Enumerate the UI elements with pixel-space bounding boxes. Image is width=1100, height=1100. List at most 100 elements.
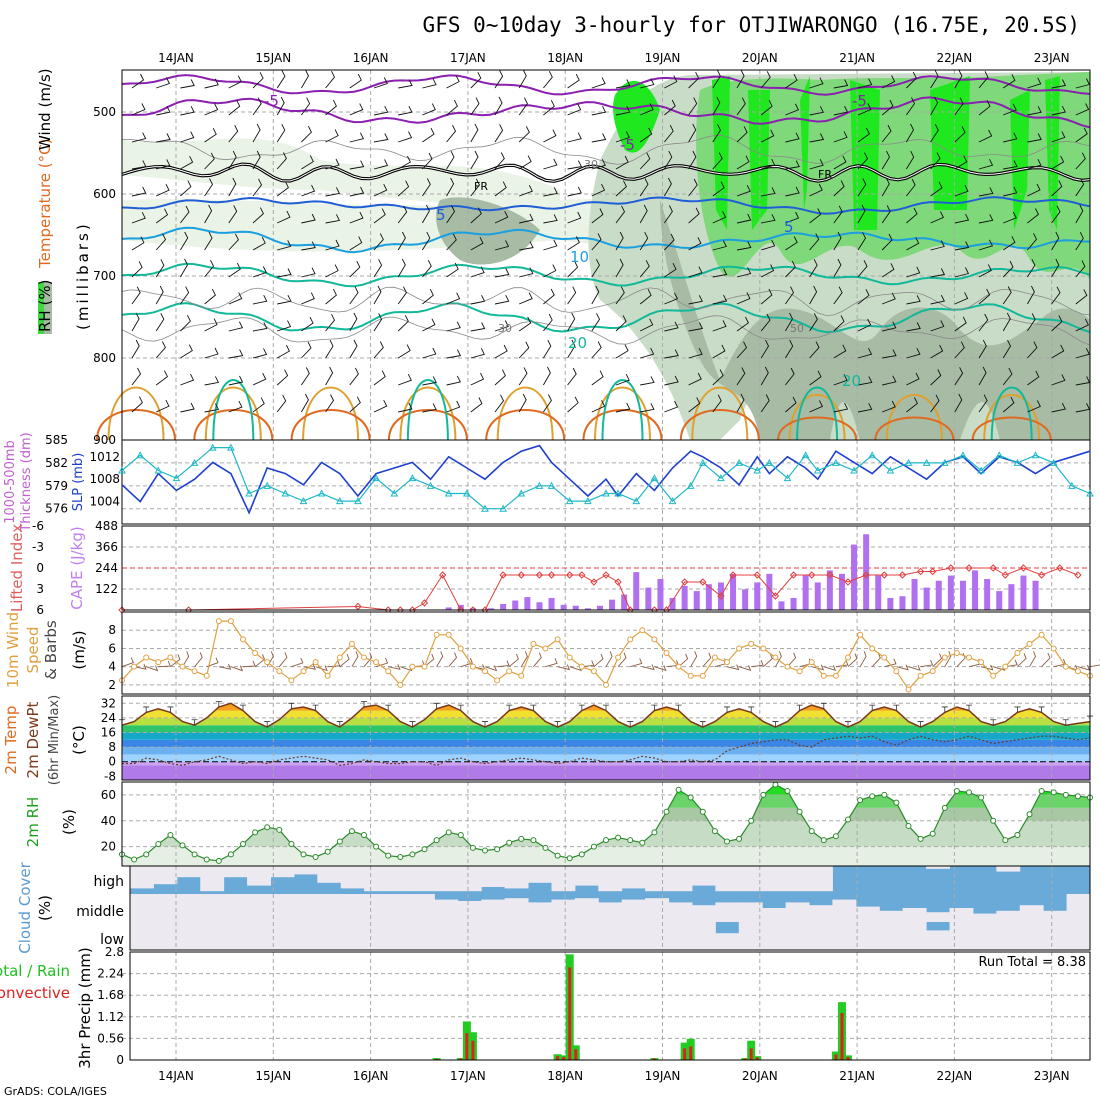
cloud-gap [364,866,389,892]
wind-barb [1027,158,1042,170]
wind-barb [664,233,675,251]
cloud-gap [1019,905,1044,922]
wind-barb [519,292,533,305]
date-label-bottom: 14JAN [158,1069,194,1083]
rh-point [1050,789,1057,796]
cape-bar [947,575,954,610]
wind-speed-point [1002,663,1009,670]
wind-speed-point [264,659,271,666]
wind-barb-10m [170,654,181,668]
wind-barb [906,150,915,170]
thickness-point [922,458,931,466]
wind-speed-point [736,645,743,652]
wind-barb [204,318,218,332]
wind-barb [252,150,261,170]
wind-barb [470,123,479,143]
wind-barb [156,105,171,116]
wind-barb [180,131,195,143]
cape-bar [657,579,664,610]
wind-barb [277,240,292,251]
wind-barb [664,321,679,332]
minmax-whisker [482,721,488,728]
cloud-gap [270,866,295,878]
thickness-label-2: Thickness (dm) [19,432,34,532]
wind-barb [591,258,600,278]
wind-barb [906,97,916,116]
wind-barb [591,183,606,197]
thickness-point [632,497,641,505]
wind-barb [398,79,413,89]
cape-bar [851,544,858,610]
wind-barb [1027,208,1039,224]
wind-barb [688,295,703,305]
rh-point [397,853,404,860]
minmax-whisker [796,704,803,711]
wind-barb-10m [533,652,542,667]
wind-barb [906,347,921,359]
wind-tick: 4 [108,660,116,674]
cloud-gap [574,898,599,922]
wind-speed-point [445,631,452,638]
contour-minus5 [121,96,1091,129]
wind-barb [325,264,339,278]
wind-barb [131,160,147,170]
wind-barb [978,313,989,332]
wind-barb [228,321,244,332]
li-point [1019,564,1028,572]
wind-barb [712,240,727,251]
wind-barb [422,347,437,359]
minmax-whisker [627,721,634,728]
wind-barb [543,99,555,116]
wind-barb [1027,341,1038,359]
wind-barb [809,106,824,116]
wind-barb [301,213,316,224]
rh-point [240,841,246,848]
precip-tick: 0 [116,1053,124,1067]
minmax-whisker [409,721,416,728]
wind-speed-point [627,636,634,643]
wind-barb [688,207,700,224]
thickness-label-1: 1000-500mb [3,440,18,524]
run-total: Run Total = 8.38 [978,955,1086,970]
wind-barb [1027,106,1042,116]
cloud-gap [223,922,248,950]
wind-barb [930,240,945,251]
surface-heating-contour [107,386,165,441]
wind-barb-10m [545,658,558,668]
cloud-gap [691,922,716,950]
wind-barb [180,205,190,224]
wind-barb-10m [339,654,350,668]
date-label-bottom: 20JAN [742,1069,778,1083]
wind-barb-10m [702,652,712,668]
cloud-gap [574,866,599,886]
rh-legend-swatch-grey [44,282,52,334]
minmax-whisker [820,702,827,709]
wind-barb [688,372,702,386]
wind-barb [446,124,457,143]
wind-barb [518,126,530,143]
wind-barb [518,393,527,413]
rh-point [203,856,210,863]
cape-bar [887,597,894,610]
upper-air-legend: RH (%) Temperature (°C) Wind (m/s) (mill… [36,68,92,334]
wind-barb [156,159,171,170]
wind-barb [833,155,847,170]
rh-point [276,826,283,833]
wind-barb [228,124,239,143]
wind-barb-10m [121,657,134,668]
wind-barb [978,366,987,386]
wind-barb [881,233,893,251]
wind-barb [567,396,579,413]
wind-barb [978,100,991,116]
wind-barb [809,133,825,143]
wind-barb [954,241,970,251]
thickness-point [959,451,967,459]
cloud-gap [387,894,412,922]
minmax-whisker [288,702,295,709]
wind-barb-10m [775,651,782,667]
wind-barb [277,320,292,332]
li-point [916,567,925,576]
wind-barb [906,71,917,89]
cloud-gap [738,922,763,950]
wind-barb [736,69,745,89]
